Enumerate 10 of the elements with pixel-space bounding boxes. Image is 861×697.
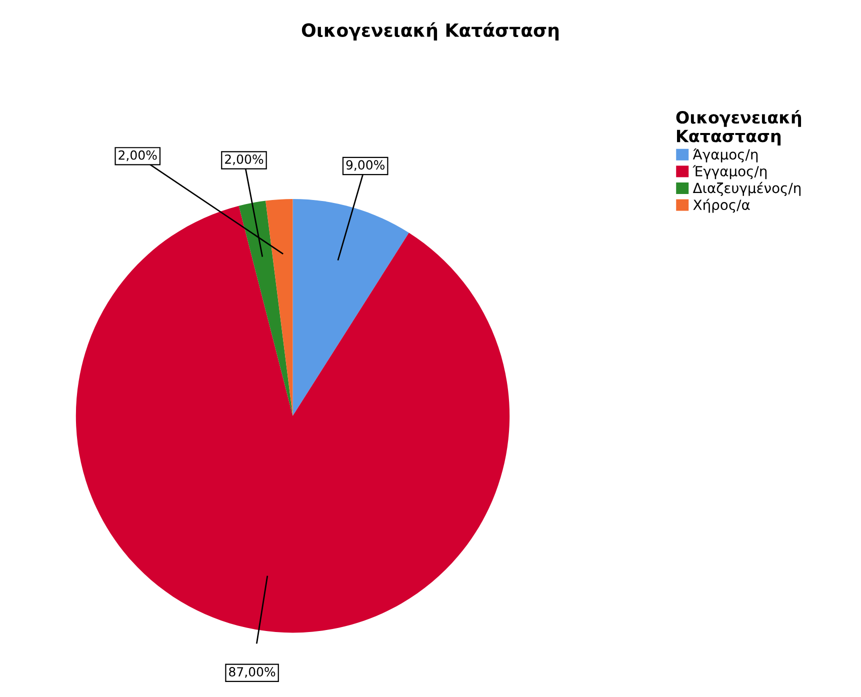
- data-label: 9,00%: [346, 160, 384, 171]
- legend-label: Άγαμος/η: [692, 148, 758, 162]
- legend-label: Χήρος/α: [693, 198, 750, 213]
- data-label: 2,00%: [225, 154, 264, 166]
- legend-label: Έγγαμος/η: [692, 165, 767, 180]
- legend-title: Οικογενειακή Κατασταση: [676, 110, 802, 146]
- chart-title: Οικογενειακή Κατάσταση: [302, 22, 559, 40]
- data-label: 87,00%: [229, 667, 276, 678]
- legend-label: Διαζευγμένος/η: [692, 182, 801, 196]
- data-label: 2,00%: [118, 150, 157, 162]
